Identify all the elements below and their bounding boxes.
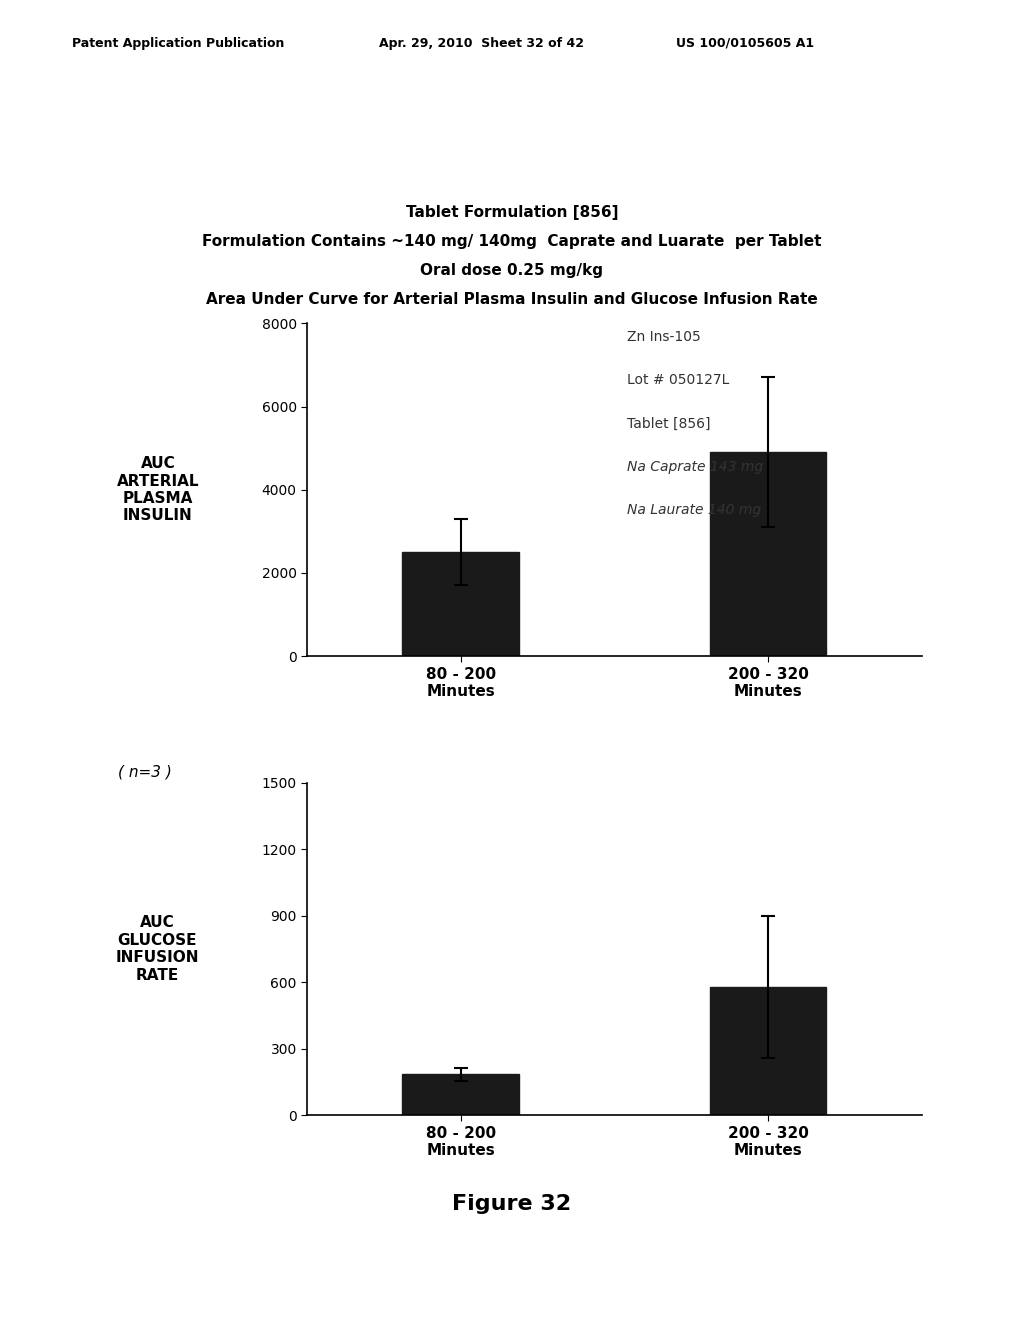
Bar <box>710 453 826 656</box>
Bar <box>402 1074 519 1115</box>
Text: Figure 32: Figure 32 <box>453 1193 571 1214</box>
Text: Zn Ins-105: Zn Ins-105 <box>627 330 700 345</box>
Text: Area Under Curve for Arterial Plasma Insulin and Glucose Infusion Rate: Area Under Curve for Arterial Plasma Ins… <box>206 292 818 306</box>
Text: Tablet [856]: Tablet [856] <box>627 417 711 430</box>
Text: Lot # 050127L: Lot # 050127L <box>627 374 729 387</box>
Text: US 100/0105605 A1: US 100/0105605 A1 <box>676 37 814 50</box>
Y-axis label: AUC
ARTERIAL
PLASMA
INSULIN: AUC ARTERIAL PLASMA INSULIN <box>117 457 199 524</box>
Text: Tablet Formulation [856]: Tablet Formulation [856] <box>406 205 618 219</box>
Text: Patent Application Publication: Patent Application Publication <box>72 37 284 50</box>
Text: Formulation Contains ~140 mg/ 140mg  Caprate and Luarate  per Tablet: Formulation Contains ~140 mg/ 140mg Capr… <box>203 234 821 248</box>
Y-axis label: AUC
GLUCOSE
INFUSION
RATE: AUC GLUCOSE INFUSION RATE <box>116 915 199 982</box>
Text: ( n=3 ): ( n=3 ) <box>118 764 172 780</box>
Text: Na Caprate 143 mg: Na Caprate 143 mg <box>627 459 763 474</box>
Bar <box>402 552 519 656</box>
Text: Oral dose 0.25 mg/kg: Oral dose 0.25 mg/kg <box>421 263 603 277</box>
Text: Apr. 29, 2010  Sheet 32 of 42: Apr. 29, 2010 Sheet 32 of 42 <box>379 37 584 50</box>
Bar <box>710 987 826 1115</box>
Text: Na Laurate 140 mg: Na Laurate 140 mg <box>627 503 761 517</box>
